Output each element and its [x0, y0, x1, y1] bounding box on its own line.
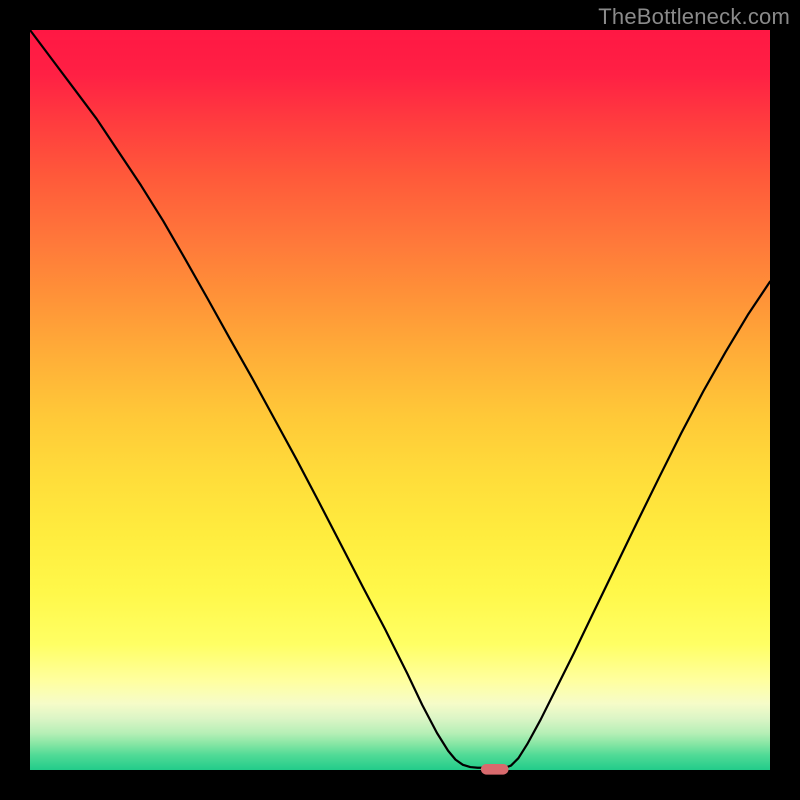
recommendation-marker — [481, 764, 508, 774]
watermark-text: TheBottleneck.com — [598, 4, 790, 30]
chart-svg — [0, 0, 800, 800]
chart-stage: TheBottleneck.com — [0, 0, 800, 800]
